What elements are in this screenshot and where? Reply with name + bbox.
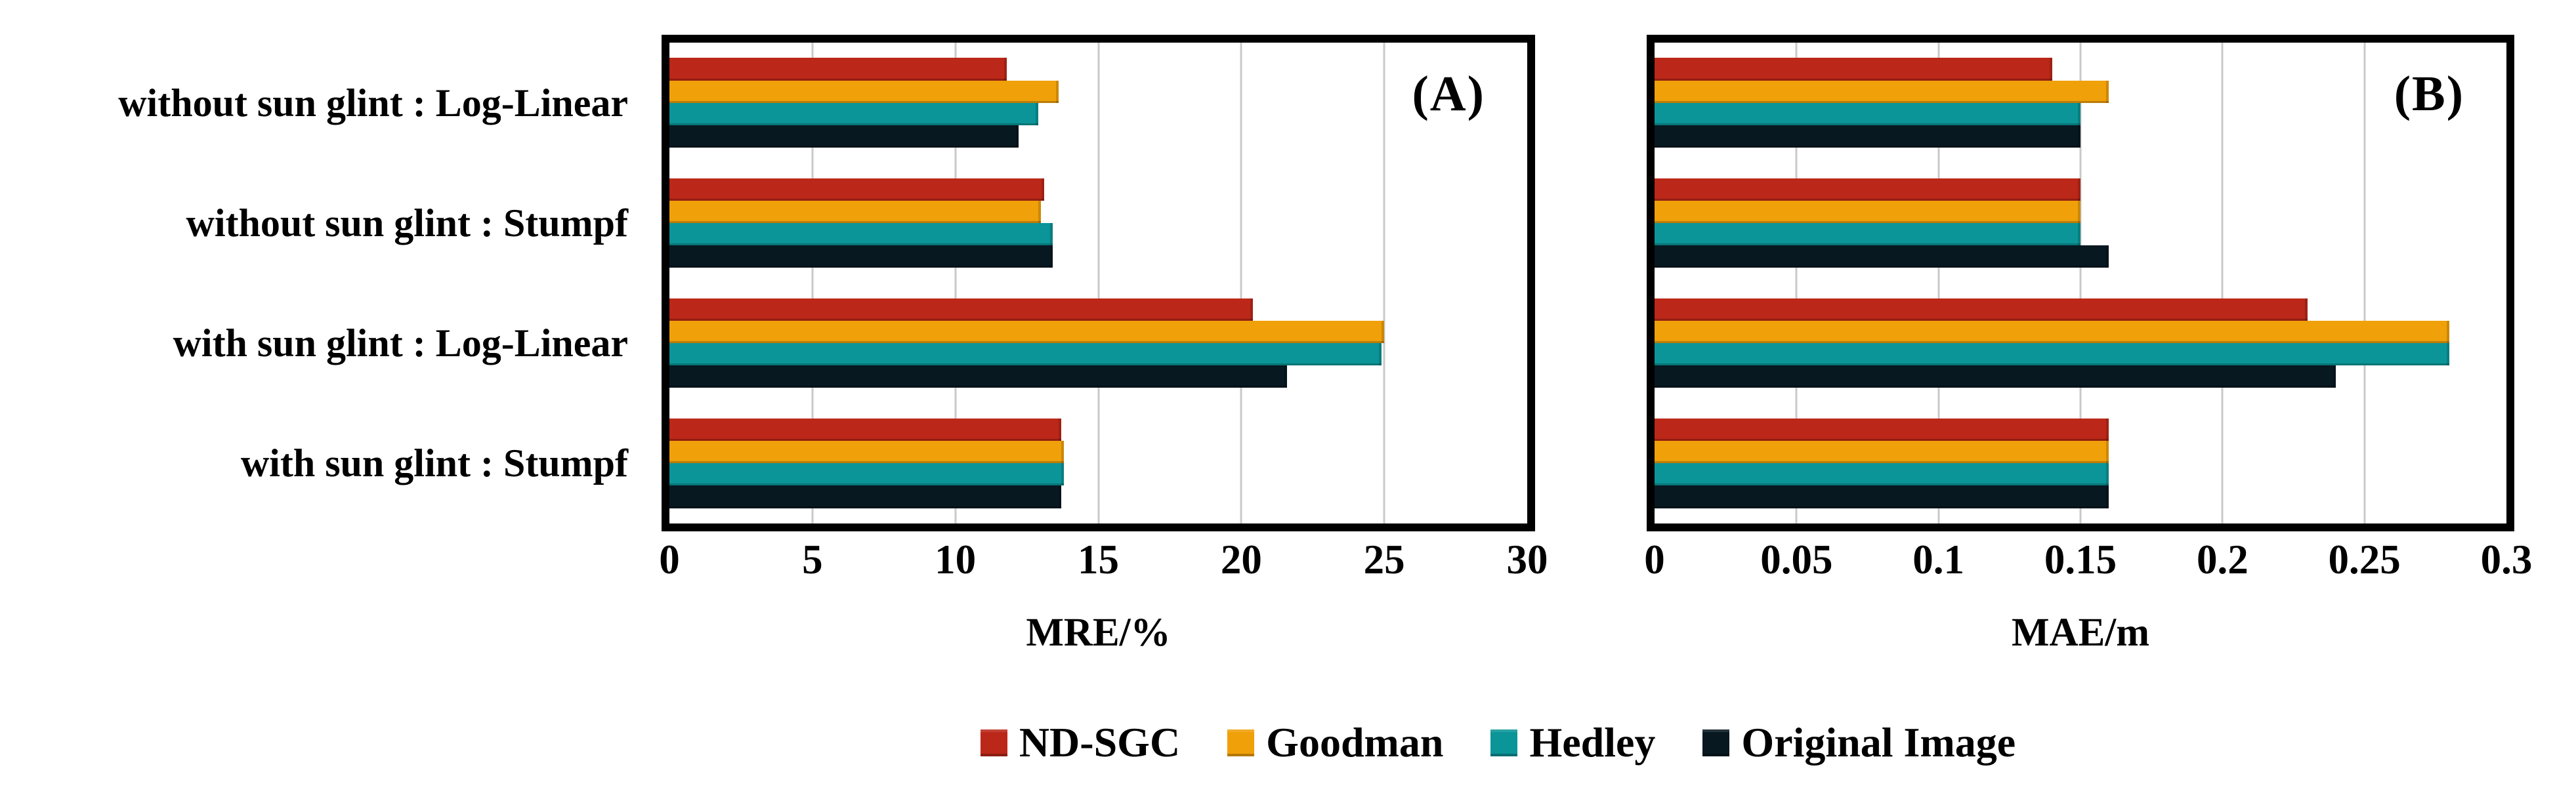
bar <box>669 102 1038 125</box>
bar <box>1655 419 2109 441</box>
x-tick-label: 0.15 <box>2044 537 2117 583</box>
x-tick-label: 0 <box>659 537 680 583</box>
panel-a-label: (A) <box>1412 66 1485 121</box>
gridline <box>2363 43 2366 523</box>
panel-b-plot: (B) <box>1647 35 2514 531</box>
panel-b-x-axis-title: MAE/m <box>2011 611 2150 655</box>
bar <box>669 80 1059 103</box>
gridline <box>954 43 957 523</box>
bar <box>1655 343 2450 366</box>
bar <box>669 298 1253 321</box>
legend-item: ND-SGC <box>980 710 1181 775</box>
bar <box>1655 485 2109 508</box>
gridline <box>1795 43 1798 523</box>
bar <box>669 343 1382 366</box>
bar <box>669 125 1019 148</box>
bar <box>1655 178 2080 201</box>
bar <box>669 463 1065 486</box>
bar <box>669 58 1007 81</box>
gridline <box>2221 43 2224 523</box>
legend-swatch <box>1702 729 1730 756</box>
category-label: without sun glint : Stumpf <box>186 201 628 245</box>
bar <box>669 441 1065 464</box>
legend-swatch <box>980 729 1007 756</box>
bar <box>669 200 1042 223</box>
x-tick-label: 5 <box>802 537 823 583</box>
x-tick-label: 10 <box>935 537 977 583</box>
x-tick-label: 25 <box>1363 537 1405 583</box>
bar <box>1655 58 2052 81</box>
bar <box>1655 365 2336 388</box>
bar <box>1655 321 2450 344</box>
legend-item: Hedley <box>1490 710 1655 775</box>
x-tick-label: 0.3 <box>2480 537 2533 583</box>
x-tick-label: 0.05 <box>1760 537 1833 583</box>
x-tick-label: 15 <box>1078 537 1119 583</box>
bar <box>669 365 1288 388</box>
x-tick-label: 0.2 <box>2196 537 2249 583</box>
bar <box>669 245 1053 268</box>
panel-a-x-ticks: 0 5 10 15 20 25 30 <box>659 533 1548 586</box>
category-label: without sun glint : Log-Linear <box>118 81 628 125</box>
x-tick-label: 0 <box>1644 537 1665 583</box>
bar <box>1655 222 2080 245</box>
category-axis-labels: without sun glint : Log-Linear without su… <box>0 43 628 523</box>
legend-label: Goodman <box>1266 719 1444 766</box>
bar <box>1655 200 2080 223</box>
legend-swatch <box>1227 729 1255 756</box>
x-tick-label: 0.25 <box>2328 537 2401 583</box>
bar <box>669 222 1053 245</box>
gridline <box>1383 43 1385 523</box>
category-label: with sun glint : Stumpf <box>240 441 628 485</box>
bar <box>1655 102 2080 125</box>
category-label: with sun glint : Log-Linear <box>173 321 628 365</box>
legend-item: Original Image <box>1702 710 2016 775</box>
bar <box>1655 245 2109 268</box>
panel-b-x-ticks: 0 0.05 0.1 0.15 0.2 0.25 0.3 <box>1644 533 2532 586</box>
panel-b-label: (B) <box>2394 66 2464 121</box>
legend-label: Hedley <box>1529 719 1656 766</box>
x-tick-label: 30 <box>1506 537 1548 583</box>
panel-a-x-axis-title: MRE/% <box>1026 611 1171 655</box>
gridline <box>2079 43 2082 523</box>
bar <box>669 485 1061 508</box>
bar <box>1655 463 2109 486</box>
legend-item: Goodman <box>1227 710 1443 775</box>
legend-swatch <box>1490 729 1518 756</box>
bar <box>1655 298 2308 321</box>
x-tick-label: 20 <box>1220 537 1262 583</box>
bar <box>669 419 1061 441</box>
gridline <box>1097 43 1099 523</box>
bar <box>1655 125 2080 148</box>
bar <box>669 178 1044 201</box>
legend-label: Original Image <box>1741 719 2016 766</box>
bar <box>1655 80 2109 103</box>
panel-a-plot: (A) <box>662 35 1535 531</box>
bar <box>669 321 1385 344</box>
gridline <box>811 43 814 523</box>
legend: ND-SGC Goodman Hedley Original Image <box>420 710 2576 775</box>
bar <box>1655 441 2109 464</box>
x-tick-label: 0.1 <box>1912 537 1965 583</box>
legend-label: ND-SGC <box>1019 719 1181 766</box>
gridline <box>1240 43 1242 523</box>
gridline <box>1937 43 1940 523</box>
